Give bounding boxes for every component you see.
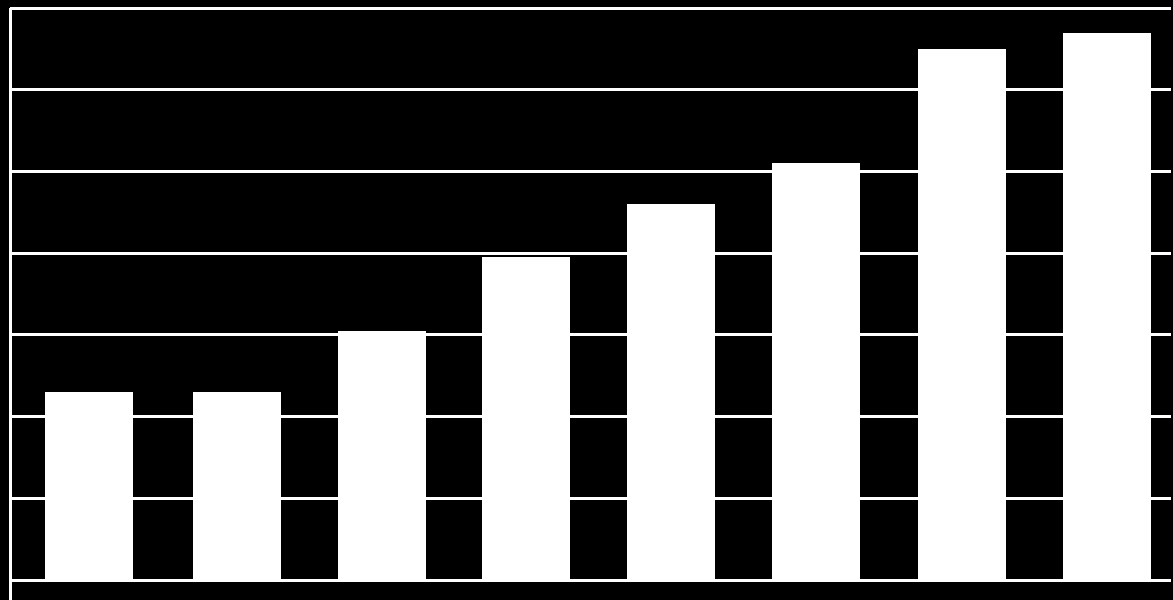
bar <box>45 392 133 580</box>
bar <box>627 204 715 580</box>
x-axis-line <box>10 579 1171 582</box>
bar <box>482 257 570 580</box>
y-axis-line <box>9 8 12 600</box>
bar <box>918 49 1006 580</box>
bar <box>772 163 860 580</box>
bar <box>193 392 281 580</box>
plot-area <box>0 0 1173 600</box>
bar-chart <box>0 0 1173 600</box>
bars-layer <box>0 0 1173 600</box>
bar <box>338 331 426 580</box>
bar <box>1063 33 1151 580</box>
